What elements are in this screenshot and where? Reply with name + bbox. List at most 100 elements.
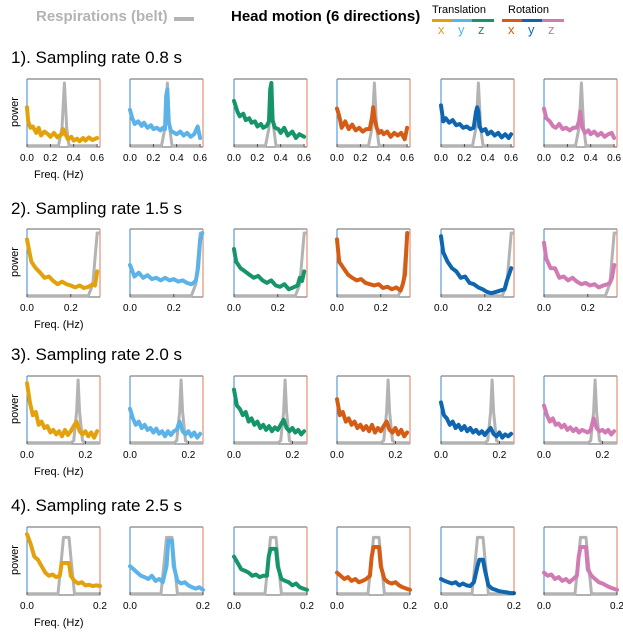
respiration-line [27, 378, 100, 445]
respiration-line [337, 535, 410, 596]
x-tick-label: 0.2 [560, 153, 574, 164]
x-tick-label: 0.6 [297, 153, 311, 164]
motion-line [439, 557, 516, 596]
legend-head-motion-label: Head motion (6 directions) [231, 8, 421, 25]
x-tick-label: 0.2 [181, 450, 195, 461]
row-title: 4). Sampling rate 2.5 s [11, 496, 183, 515]
x-tick-label: 0.6 [193, 153, 207, 164]
legend-swatch [502, 19, 524, 22]
x-tick-label: 0.2 [167, 303, 181, 314]
motion-line [335, 105, 410, 142]
motion-line [542, 240, 617, 290]
x-tick-label: 0.2 [93, 601, 107, 612]
motion-line [128, 231, 205, 287]
x-tick-label: 0.4 [584, 153, 598, 164]
motion-line [25, 237, 100, 290]
x-tick-label: 0.0 [123, 153, 137, 164]
legend-respiration-swatch [174, 17, 194, 21]
x-tick-label: 0.0 [434, 153, 448, 164]
x-tick-label: 0.2 [507, 601, 521, 612]
x-tick-label: 0.0 [537, 601, 551, 612]
respiration-line [234, 378, 307, 445]
x-tick-label: 0.0 [537, 450, 551, 461]
x-tick-label: 0.0 [434, 303, 448, 314]
x-tick-label: 0.2 [353, 153, 367, 164]
respiration-line [234, 535, 307, 596]
legend-letter: x [438, 22, 445, 37]
x-axis-label: Freq. (Hz) [34, 617, 84, 629]
row-title: 1). Sampling rate 0.8 s [11, 48, 183, 67]
x-tick-label: 0.0 [20, 153, 34, 164]
respiration-line [337, 81, 408, 148]
motion-line [232, 387, 307, 437]
row-title: 2). Sampling rate 1.5 s [11, 199, 183, 218]
motion-line [25, 532, 102, 588]
x-tick-label: 0.6 [400, 153, 414, 164]
x-tick-label: 0.4 [170, 153, 184, 164]
x-tick-label: 0.2 [610, 601, 623, 612]
respiration-line [337, 378, 410, 445]
motion-line [128, 87, 203, 140]
x-tick-label: 0.6 [90, 153, 104, 164]
respiration-line [27, 535, 100, 596]
respiration-line [130, 535, 203, 596]
respiration-line [544, 231, 617, 298]
x-tick-label: 0.0 [123, 303, 137, 314]
x-tick-label: 0.0 [227, 601, 241, 612]
x-tick-label: 0.0 [20, 450, 34, 461]
x-tick-label: 0.2 [492, 450, 506, 461]
x-axis-label: Freq. (Hz) [34, 466, 84, 478]
x-axis-label: Freq. (Hz) [34, 169, 84, 181]
row-title: 3). Sampling rate 2.0 s [11, 345, 183, 364]
x-tick-label: 0.2 [146, 153, 160, 164]
x-tick-label: 0.2 [271, 303, 285, 314]
x-tick-label: 0.0 [537, 153, 551, 164]
respiration-line [27, 81, 98, 148]
legend-swatch [472, 19, 494, 22]
x-tick-label: 0.2 [300, 601, 314, 612]
x-tick-label: 0.2 [374, 303, 388, 314]
motion-line [232, 81, 307, 140]
legend-swatch [542, 19, 564, 22]
motion-line [542, 545, 619, 592]
legend-rotation-label: Rotation [508, 4, 549, 16]
legend-letter: y [528, 22, 535, 37]
respiration-line [441, 81, 512, 148]
x-tick-label: 0.6 [504, 153, 518, 164]
x-tick-label: 0.0 [20, 601, 34, 612]
x-tick-label: 0.0 [330, 303, 344, 314]
motion-line [128, 406, 203, 440]
x-tick-label: 0.2 [64, 303, 78, 314]
legend-letter: y [458, 22, 465, 37]
legend-swatch [522, 19, 544, 22]
motion-line [542, 106, 617, 140]
x-tick-label: 0.4 [67, 153, 81, 164]
x-tick-label: 0.0 [330, 601, 344, 612]
x-tick-label: 0.0 [227, 303, 241, 314]
x-tick-label: 0.0 [20, 303, 34, 314]
x-tick-label: 0.2 [581, 303, 595, 314]
legend-letter: z [548, 22, 555, 37]
x-tick-label: 0.2 [250, 153, 264, 164]
legend-respiration-label: Respirations (belt) [36, 8, 168, 25]
legend-letter: z [478, 22, 485, 37]
x-tick-label: 0.0 [123, 601, 137, 612]
x-tick-label: 0.2 [457, 153, 471, 164]
x-tick-label: 0.0 [434, 450, 448, 461]
x-tick-label: 0.6 [607, 153, 621, 164]
respiration-line [544, 535, 617, 596]
respiration-line [27, 231, 100, 298]
x-tick-label: 0.2 [478, 303, 492, 314]
motion-line [25, 105, 100, 144]
respiration-line [441, 231, 514, 298]
legend-swatch [452, 19, 474, 22]
x-tick-label: 0.4 [274, 153, 288, 164]
x-tick-label: 0.0 [227, 450, 241, 461]
x-tick-label: 0.2 [285, 450, 299, 461]
respiration-line [130, 231, 203, 298]
motion-line [335, 545, 412, 592]
motion-line [439, 103, 514, 140]
x-tick-label: 0.0 [330, 450, 344, 461]
respiration-line [130, 81, 201, 148]
